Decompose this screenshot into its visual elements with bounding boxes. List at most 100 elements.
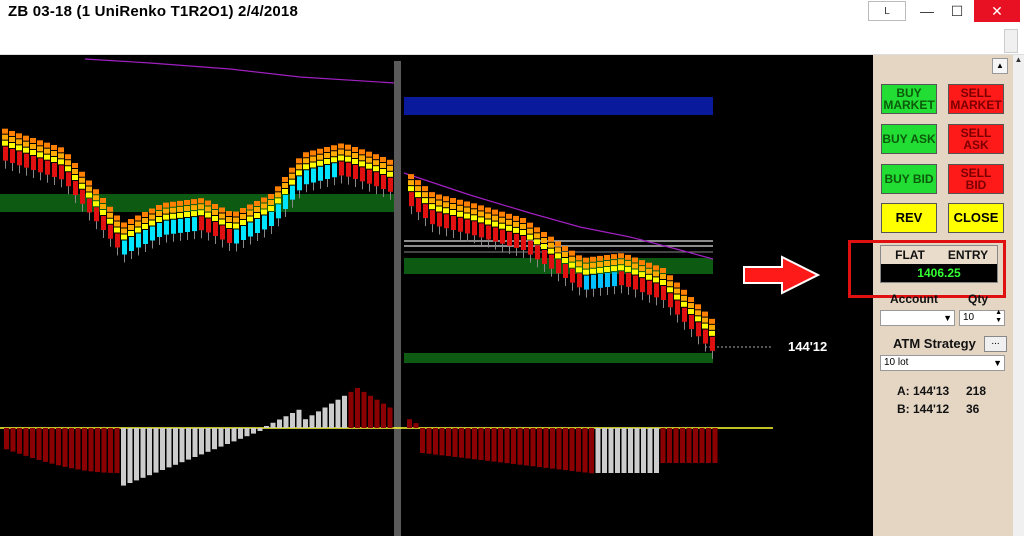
wick: [19, 165, 20, 174]
wick: [47, 174, 48, 183]
wick: [607, 287, 608, 295]
wick: [5, 160, 6, 169]
wick: [425, 218, 426, 227]
arrow-right-icon: [743, 255, 821, 295]
histogram-bar: [556, 428, 562, 470]
renko-brick: [612, 272, 617, 287]
reverse-button[interactable]: REV: [881, 203, 937, 233]
ribbon-band: [170, 207, 176, 213]
histogram-bar: [62, 428, 68, 467]
ribbon-band: [548, 242, 554, 248]
buy-bid-button[interactable]: BUY BID: [881, 164, 937, 194]
renko-brick: [605, 273, 610, 287]
ribbon-band: [548, 236, 554, 242]
renko-brick: [80, 189, 85, 204]
wick: [229, 243, 230, 251]
wick: [334, 177, 335, 186]
sell-ask-button[interactable]: SELL ASK: [948, 124, 1004, 154]
histogram-bar: [517, 428, 523, 465]
ribbon-band: [513, 215, 519, 221]
wick: [649, 294, 650, 303]
ribbon-band: [443, 196, 449, 202]
close-button[interactable]: ✕: [974, 0, 1020, 22]
wick: [467, 233, 468, 242]
buy-market-button[interactable]: BUY MARKET: [881, 84, 937, 114]
maximize-button[interactable]: ☐: [950, 2, 964, 19]
price-chart[interactable]: 144'12: [0, 55, 873, 536]
ribbon-band: [653, 271, 659, 277]
ribbon-band: [625, 266, 631, 272]
ribbon-band: [597, 255, 603, 261]
ribbon-band: [709, 330, 715, 336]
atm-strategy-select[interactable]: 10 lot ▼: [880, 355, 1005, 371]
wick: [705, 343, 706, 352]
histogram-bar: [491, 428, 497, 462]
minimize-button[interactable]: —: [920, 3, 934, 19]
renko-brick: [318, 166, 323, 181]
panel-scrollbar[interactable]: ▲: [1013, 55, 1024, 536]
buy-ask-button[interactable]: BUY ASK: [881, 124, 937, 154]
ribbon-band: [345, 156, 351, 162]
renko-brick: [248, 222, 253, 237]
renko-brick: [521, 236, 526, 250]
wick: [327, 179, 328, 187]
ribbon-band: [380, 169, 386, 174]
sell-market-button[interactable]: SELL MARKET: [948, 84, 1004, 114]
ribbon-band: [205, 212, 211, 218]
histogram-bar: [342, 395, 347, 428]
ribbon-band: [261, 209, 267, 215]
renko-brick: [59, 165, 64, 180]
histogram-bar: [361, 391, 367, 428]
ribbon-band: [51, 157, 57, 162]
position-display: FLAT ENTRY 1406.25: [880, 245, 998, 283]
ribbon-band: [205, 206, 211, 212]
renko-brick: [654, 283, 659, 298]
sell-bid-button[interactable]: SELL BID: [948, 164, 1004, 194]
ribbon-band: [555, 241, 561, 247]
ribbon-band: [387, 171, 393, 177]
ribbon-band: [478, 217, 484, 223]
scroll-up-icon[interactable]: ▲: [1014, 55, 1023, 64]
help-button[interactable]: L: [868, 1, 906, 21]
toolbar-scroll[interactable]: [1004, 29, 1018, 53]
ribbon-band: [660, 280, 666, 285]
ribbon-band: [688, 297, 694, 303]
renko-brick: [255, 219, 260, 233]
ribbon-band: [695, 316, 701, 322]
renko-brick: [171, 219, 176, 234]
wick: [376, 186, 377, 195]
wick: [439, 226, 440, 235]
ribbon-band: [317, 160, 323, 166]
ribbon-band: [93, 189, 99, 195]
ribbon-band: [646, 262, 652, 268]
atm-more-button[interactable]: ...: [984, 336, 1007, 352]
stepper-arrows-icon[interactable]: ▲ ▼: [995, 309, 1002, 324]
wick: [446, 228, 447, 237]
close-position-button[interactable]: CLOSE: [948, 203, 1004, 233]
wick: [628, 286, 629, 295]
panel-scroll-up-button[interactable]: ▲: [992, 58, 1008, 74]
ribbon-band: [240, 208, 246, 213]
histogram-bar: [712, 428, 718, 463]
histogram-bar: [290, 413, 295, 428]
ribbon-band: [177, 212, 183, 218]
ribbon-band: [415, 192, 421, 198]
ribbon-band: [352, 153, 358, 158]
ribbon-band: [79, 183, 85, 189]
moving-average-line: [403, 172, 714, 260]
ribbon-band: [268, 206, 274, 211]
ribbon-band: [107, 218, 113, 224]
renko-brick: [185, 218, 190, 232]
histogram-bar: [186, 428, 191, 460]
account-select[interactable]: ▼: [880, 310, 955, 326]
ribbon-band: [660, 268, 666, 273]
wick: [124, 254, 125, 263]
quantity-stepper[interactable]: 10 ▲ ▼: [959, 309, 1005, 326]
wick: [271, 226, 272, 234]
ribbon-band: [114, 227, 120, 233]
ribbon-band: [247, 204, 253, 210]
histogram-bar: [498, 428, 503, 463]
renko-brick: [304, 170, 309, 185]
last-price-label: 144'12: [788, 339, 827, 354]
renko-brick: [164, 220, 169, 235]
